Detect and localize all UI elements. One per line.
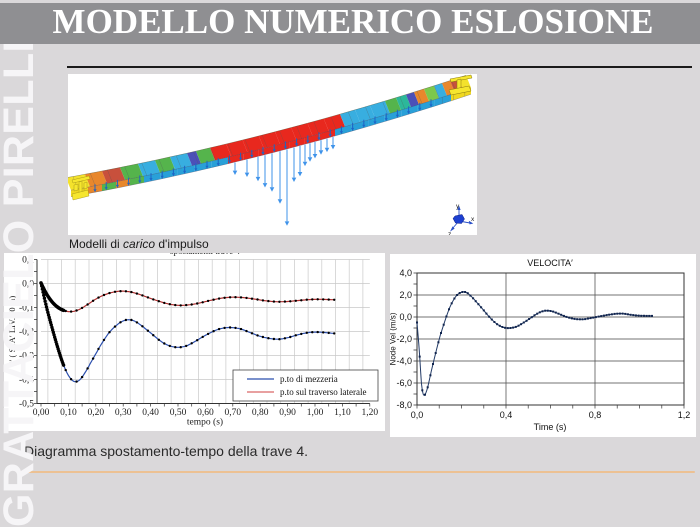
svg-text:-6,0: -6,0 [396,378,412,388]
svg-text:4,0: 4,0 [399,268,412,278]
svg-text:-4,0: -4,0 [396,356,412,366]
svg-text:0,90: 0,90 [279,408,296,418]
svg-text:0,8: 0,8 [589,410,602,420]
svg-text:0,70: 0,70 [224,408,241,418]
svg-text:0,4: 0,4 [500,410,513,420]
svg-text:Node Vel (m/s): Node Vel (m/s) [390,312,398,365]
svg-text:S′ ( STA′ LIV. 70 m): S′ ( STA′ LIV. 70 m) [7,296,17,367]
svg-text:x: x [471,216,475,223]
svg-text:spostamenti trave 4: spostamenti trave 4 [170,253,240,256]
svg-text:VELOCITA′: VELOCITA′ [527,258,573,268]
svg-text:-8,0: -8,0 [396,400,412,410]
svg-text:-0,1: -0,1 [19,304,34,314]
svg-text:-0,4: -0,4 [19,376,34,386]
svg-text:z: z [448,231,451,235]
svg-text:p.to sul traverso laterale: p.to sul traverso laterale [280,387,366,397]
svg-text:-0,3: -0,3 [19,352,34,362]
svg-text:0,0: 0,0 [22,280,34,290]
svg-text:0,40: 0,40 [142,408,159,418]
svg-text:tempo (s): tempo (s) [187,417,223,428]
svg-text:1,20: 1,20 [361,408,378,418]
svg-text:1,00: 1,00 [307,408,324,418]
svg-text:-0,2: -0,2 [19,328,34,338]
svg-text:-2,0: -2,0 [396,334,412,344]
svg-text:0,1: 0,1 [22,256,34,266]
svg-text:0,80: 0,80 [252,408,269,418]
svg-text:0,0: 0,0 [411,410,424,420]
svg-text:0,10: 0,10 [60,408,77,418]
svg-text:-0,5: -0,5 [19,400,34,410]
svg-text:0,20: 0,20 [87,408,104,418]
svg-text:1,2: 1,2 [678,410,691,420]
svg-text:0,60: 0,60 [197,408,214,418]
svg-text:2,0: 2,0 [399,290,412,300]
svg-text:0,30: 0,30 [115,408,132,418]
svg-text:0,0: 0,0 [399,312,412,322]
svg-text:0,00: 0,00 [33,408,50,418]
svg-text:y: y [456,203,460,210]
svg-text:0,50: 0,50 [170,408,187,418]
svg-text:Time (s): Time (s) [534,422,567,432]
svg-text:1,10: 1,10 [334,408,351,418]
svg-text:p.to di mezzeria: p.to di mezzeria [280,374,338,384]
